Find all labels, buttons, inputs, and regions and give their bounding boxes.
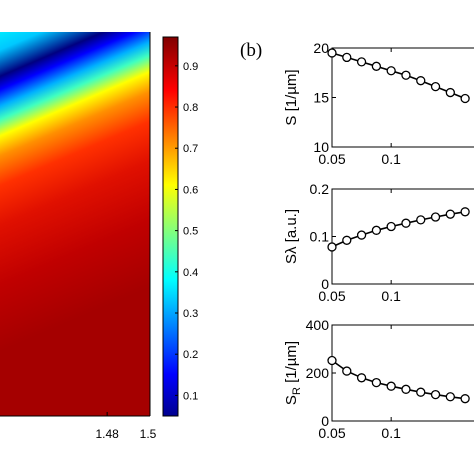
subplot-frame <box>331 47 474 148</box>
data-point <box>371 61 382 71</box>
data-point <box>460 93 470 104</box>
data-point <box>327 355 337 366</box>
data-point <box>342 52 352 63</box>
x-tick-label: 0.05 <box>318 288 345 304</box>
y-axis-label: Sλ [a.u.] <box>283 209 300 264</box>
colorbar-tick-label: 0.6 <box>183 184 198 196</box>
data-point <box>386 221 396 232</box>
y-axis-label: SR [1/µm] <box>283 341 303 405</box>
data-point <box>416 215 426 225</box>
heatmap-image <box>0 32 150 416</box>
data-point <box>371 377 382 388</box>
data-point <box>445 87 455 98</box>
data-point <box>356 230 367 240</box>
data-point <box>356 373 367 383</box>
y-tick-label: 200 <box>306 365 330 381</box>
y-tick-label: 0 <box>321 413 329 429</box>
x-tick-label: 0.1 <box>381 151 401 167</box>
series-line <box>331 359 466 400</box>
data-point <box>430 389 441 400</box>
subplot-frame <box>331 324 474 422</box>
panel-label-b: (b) <box>240 40 262 61</box>
subplot-1: 10 15 20 0.05 0.1 S [1/µm] <box>283 40 474 167</box>
colorbar-gradient <box>162 36 179 417</box>
colorbar-tick-label: 0.8 <box>183 102 198 114</box>
x-tick-label: 0.05 <box>318 425 345 441</box>
heatmap-panel: 1.48 1.5 <box>0 32 157 441</box>
y-tick-label: 0.2 <box>310 181 330 197</box>
data-point <box>401 70 411 80</box>
data-point <box>401 384 411 394</box>
data-point <box>416 76 426 86</box>
data-point <box>386 66 396 76</box>
data-point <box>460 394 470 404</box>
colorbar-tick-label: 0.1 <box>183 390 198 402</box>
data-point <box>430 212 441 222</box>
colorbar-tick-label: 0.2 <box>183 349 198 361</box>
y-tick-label: 0.1 <box>310 229 330 245</box>
x-tick-label: 0.05 <box>318 151 345 167</box>
subplot-2: 0 0.1 0.2 0.05 0.1 Sλ [a.u.] <box>283 181 474 304</box>
data-point <box>401 218 411 228</box>
y-tick-label: 20 <box>313 40 329 56</box>
colorbar-tick-label: 0.5 <box>183 226 198 238</box>
subplot-3: 0 200 400 0.05 0.1 SR [1/µm] <box>283 317 474 441</box>
data-point <box>356 57 367 67</box>
subplot-frame <box>331 188 474 285</box>
data-point <box>445 209 455 219</box>
x-tick-label: 0.1 <box>381 288 401 304</box>
data-point <box>416 387 426 397</box>
data-point <box>371 225 382 235</box>
heatmap-x-tick-label: 1.48 <box>95 427 119 441</box>
colorbar-tick-label: 0.4 <box>183 267 198 279</box>
data-point <box>327 48 337 58</box>
colorbar: 0.1 0.2 0.3 0.4 0.5 0.6 0.7 0.8 0.9 <box>162 36 198 417</box>
y-tick-label: 15 <box>313 90 329 106</box>
data-point <box>430 81 441 92</box>
x-tick-label: 0.1 <box>381 425 401 441</box>
series-line <box>331 211 466 248</box>
heatmap-x-tick-label: 1.5 <box>140 427 157 441</box>
colorbar-tick-label: 0.9 <box>183 61 198 73</box>
data-point <box>386 381 396 391</box>
y-axis-label: S [1/µm] <box>283 69 300 125</box>
colorbar-ticks: 0.1 0.2 0.3 0.4 0.5 0.6 0.7 0.8 0.9 <box>175 61 198 402</box>
y-tick-label: 0 <box>321 276 329 292</box>
colorbar-tick-label: 0.7 <box>183 143 198 155</box>
data-point <box>460 207 470 217</box>
colorbar-tick-label: 0.3 <box>183 308 198 320</box>
y-tick-label: 10 <box>313 139 329 155</box>
line-subplots: 10 15 20 0.05 0.1 S [1/µm] 0 0.1 0.2 0.05 0.1 Sλ [a… <box>283 40 474 441</box>
heatmap-x-ticks: 1.48 1.5 <box>95 412 157 441</box>
data-point <box>327 242 337 252</box>
series-line <box>331 52 466 100</box>
data-point <box>342 235 352 245</box>
y-tick-label: 400 <box>306 317 330 333</box>
data-point <box>445 392 455 402</box>
data-point <box>342 366 352 376</box>
